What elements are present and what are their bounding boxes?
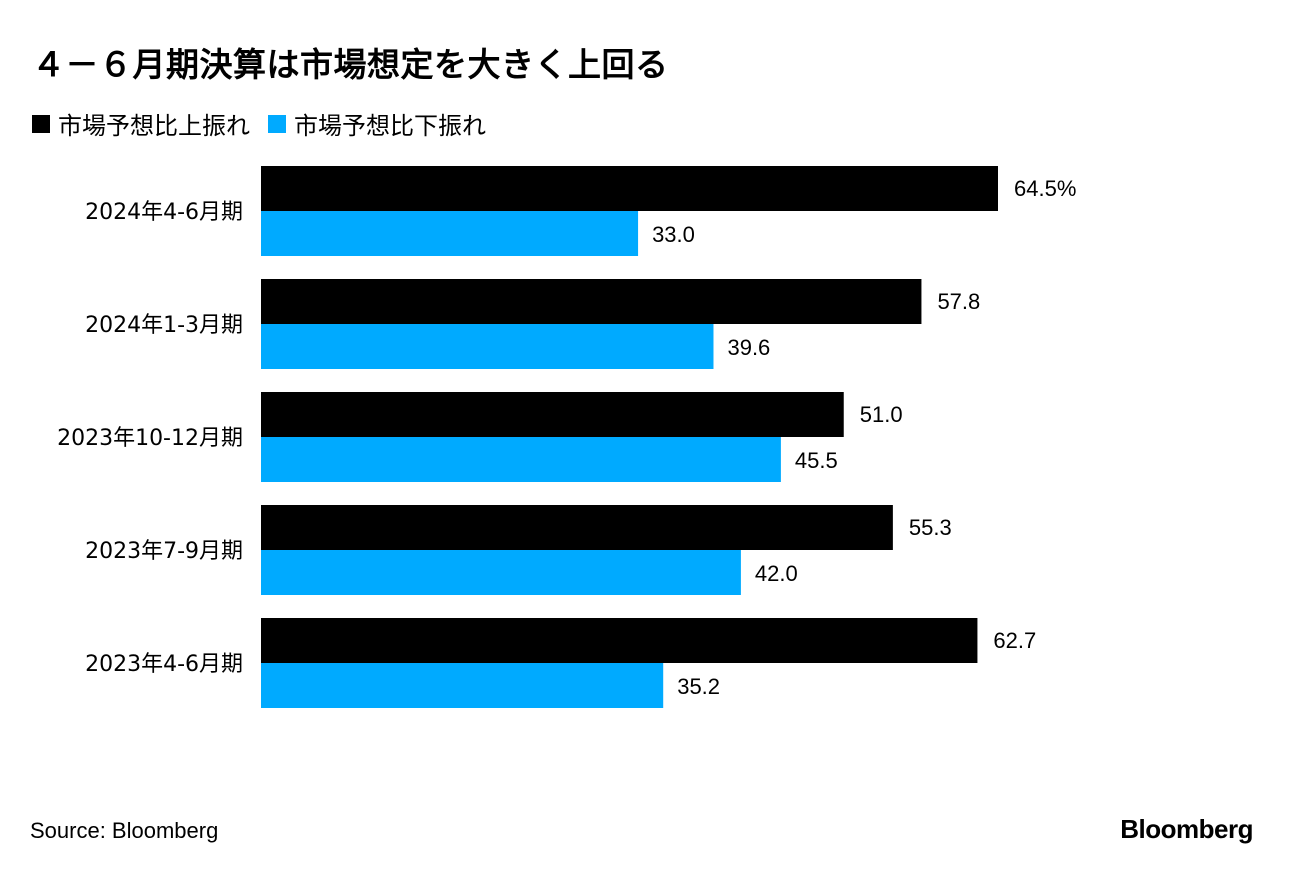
bar-below xyxy=(261,550,741,595)
legend-item-above: 市場予想比上振れ xyxy=(32,106,250,141)
value-label-above: 64.5% xyxy=(1014,176,1076,201)
value-label-above: 62.7 xyxy=(993,628,1036,653)
category-label: 2024年1-3月期 xyxy=(85,313,243,338)
legend-label-below: 市場予想比下振れ xyxy=(294,112,486,140)
bar-below xyxy=(261,211,639,256)
bloomberg-logo: Bloomberg xyxy=(1120,814,1253,844)
value-label-above: 57.8 xyxy=(937,289,980,314)
category-label: 2023年7-9月期 xyxy=(85,539,243,564)
bar-above xyxy=(261,166,998,211)
category-label: 2024年4-6月期 xyxy=(85,200,243,225)
bar-above xyxy=(261,505,893,550)
value-label-above: 51.0 xyxy=(860,402,903,427)
bar-below xyxy=(261,437,781,482)
legend-item-below: 市場予想比下振れ xyxy=(268,106,486,141)
value-label-below: 39.6 xyxy=(727,335,770,360)
value-label-above: 55.3 xyxy=(909,515,952,540)
value-label-below: 33.0 xyxy=(652,222,695,247)
bar-above xyxy=(261,279,922,324)
source-note: Source: Bloomberg xyxy=(30,818,219,843)
legend-swatch-below xyxy=(268,114,286,133)
value-label-below: 45.5 xyxy=(795,448,838,473)
bar-above xyxy=(261,618,978,663)
value-label-below: 35.2 xyxy=(677,674,720,699)
bar-below xyxy=(261,324,714,369)
bar-chart: 2024年4-6月期 64.5% 33.0 2024年1-3月期 57.8 39.6 202… xyxy=(57,166,1076,708)
legend: 市場予想比上振れ 市場予想比下振れ xyxy=(32,106,504,141)
category-label: 2023年10-12月期 xyxy=(57,426,243,451)
legend-swatch-above xyxy=(32,114,50,133)
bar-above xyxy=(261,392,844,437)
legend-label-above: 市場予想比上振れ xyxy=(58,112,250,140)
chart-title: ４－６月期決算は市場想定を大きく上回る xyxy=(32,45,669,84)
value-label-below: 42.0 xyxy=(755,561,798,586)
category-label: 2023年4-6月期 xyxy=(85,652,243,677)
bar-below xyxy=(261,663,664,708)
